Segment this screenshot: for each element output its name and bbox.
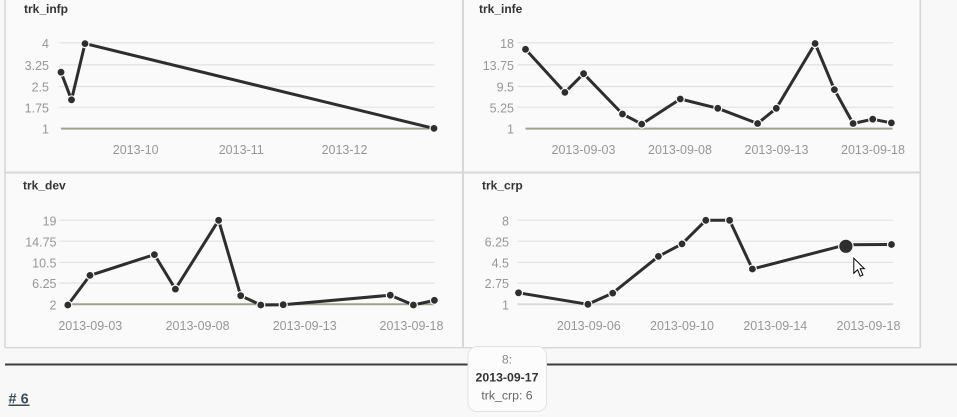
svg-text:2013-09-18: 2013-09-18 bbox=[837, 319, 901, 333]
svg-text:2013-12: 2013-12 bbox=[322, 143, 368, 157]
svg-text:6.25: 6.25 bbox=[485, 235, 509, 249]
svg-text:2013-09-08: 2013-09-08 bbox=[166, 319, 230, 333]
svg-text:2013-10: 2013-10 bbox=[113, 143, 159, 157]
svg-text:8:: 8: bbox=[502, 353, 512, 367]
svg-text:2.75: 2.75 bbox=[485, 277, 509, 291]
svg-text:19: 19 bbox=[43, 214, 57, 228]
svg-text:6.25: 6.25 bbox=[32, 277, 56, 291]
svg-text:2013-09-03: 2013-09-03 bbox=[552, 143, 616, 157]
svg-text:9.5: 9.5 bbox=[497, 81, 514, 95]
svg-text:1: 1 bbox=[502, 298, 509, 312]
svg-text:2013-09-08: 2013-09-08 bbox=[648, 143, 712, 157]
svg-text:2: 2 bbox=[50, 298, 57, 312]
svg-text:13.75: 13.75 bbox=[483, 59, 514, 73]
svg-text:1: 1 bbox=[42, 123, 49, 137]
svg-text:2013-09-14: 2013-09-14 bbox=[743, 319, 807, 333]
svg-text:2013-09-13: 2013-09-13 bbox=[273, 319, 337, 333]
svg-text:4.5: 4.5 bbox=[492, 257, 509, 271]
svg-text:2013-09-06: 2013-09-06 bbox=[557, 319, 621, 333]
svg-text:trk_crp: 6: trk_crp: 6 bbox=[481, 389, 532, 403]
svg-text:# 6: # 6 bbox=[9, 391, 29, 407]
svg-text:trk_infe: trk_infe bbox=[479, 2, 523, 16]
svg-text:trk_infp: trk_infp bbox=[24, 2, 68, 16]
svg-text:8: 8 bbox=[502, 214, 509, 228]
svg-text:2013-09-18: 2013-09-18 bbox=[380, 319, 444, 333]
svg-text:2013-09-03: 2013-09-03 bbox=[58, 319, 122, 333]
svg-text:trk_dev: trk_dev bbox=[23, 178, 66, 192]
svg-text:2013-11: 2013-11 bbox=[219, 143, 264, 157]
svg-text:5.25: 5.25 bbox=[490, 101, 514, 115]
svg-text:2.5: 2.5 bbox=[32, 81, 49, 95]
svg-text:2013-09-17: 2013-09-17 bbox=[476, 371, 539, 385]
svg-text:3.25: 3.25 bbox=[25, 59, 49, 73]
svg-text:1.75: 1.75 bbox=[25, 101, 49, 115]
svg-text:4: 4 bbox=[42, 37, 49, 51]
svg-text:trk_crp: trk_crp bbox=[482, 178, 523, 192]
svg-text:1: 1 bbox=[507, 123, 514, 137]
svg-text:10.5: 10.5 bbox=[32, 257, 56, 271]
svg-text:2013-09-13: 2013-09-13 bbox=[745, 143, 809, 157]
svg-text:14.75: 14.75 bbox=[25, 235, 56, 249]
svg-text:18: 18 bbox=[500, 37, 514, 51]
svg-text:2013-09-18: 2013-09-18 bbox=[841, 143, 905, 157]
svg-text:2013-09-10: 2013-09-10 bbox=[650, 319, 714, 333]
